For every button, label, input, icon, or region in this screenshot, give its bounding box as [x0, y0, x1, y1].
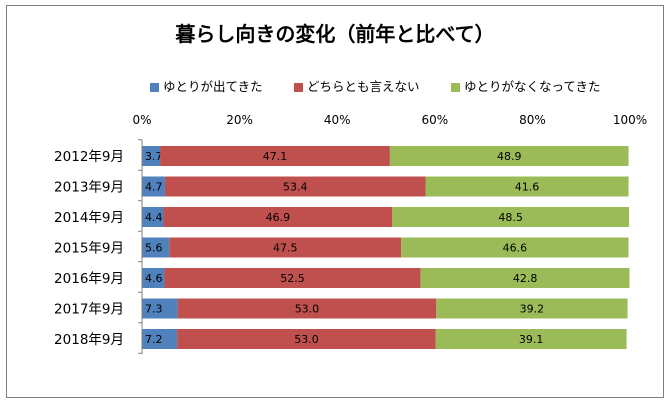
bar-segment — [164, 176, 426, 197]
bar-data-label: 52.5 — [280, 272, 305, 285]
bar-data-label: 47.5 — [273, 242, 298, 255]
chart-title: 暮らし向きの変化（前年と比べて） — [175, 22, 495, 46]
legend-swatch-green — [451, 83, 460, 92]
legend-item-yutori-ga-nakunatte-kita: ゆとりがなくなってきた — [451, 76, 601, 95]
x-tick-label: 20% — [226, 113, 253, 127]
bar-data-label: 4.6 — [145, 272, 163, 285]
legend-swatch-blue — [150, 83, 159, 92]
x-tick-label: 40% — [324, 113, 351, 127]
bar-segment — [164, 268, 421, 288]
axis-lines — [138, 139, 143, 355]
y-category-label: 2012年9月 — [54, 149, 124, 165]
bar-series: 3.7 47.1 48.9 4.7 53.4 41.6 4.4 46.9 48.5 5.6 47.5… — [142, 146, 630, 349]
bar-data-label: 48.5 — [498, 211, 523, 224]
bar-data-label: 5.6 — [145, 242, 163, 255]
bar-segment — [436, 298, 628, 319]
bar-data-label: 47.1 — [263, 150, 288, 163]
bar-segment — [389, 146, 629, 166]
bar-segment — [142, 268, 165, 288]
bar-data-label: 3.7 — [145, 150, 163, 163]
y-category-label: 2018年9月 — [54, 332, 124, 348]
legend-swatch-red — [294, 83, 303, 92]
bar-data-label: 7.3 — [145, 303, 163, 316]
bar-segment — [435, 329, 627, 349]
bar-segment — [142, 329, 178, 349]
bar-data-label: 53.4 — [283, 181, 308, 194]
y-category-label: 2013年9月 — [54, 180, 124, 196]
bar-data-label: 7.2 — [145, 333, 163, 346]
bar-segment — [401, 237, 629, 258]
bar-data-label: 39.1 — [519, 333, 544, 346]
x-tick-label: 100% — [613, 113, 647, 127]
y-category-label: 2017年9月 — [54, 302, 124, 318]
bar-segment — [142, 146, 161, 166]
bar-segment — [177, 298, 437, 319]
bar-segment — [142, 207, 164, 227]
bar-segment — [142, 237, 170, 258]
chart-legend: ゆとりが出てきた どちらとも言えない ゆとりがなくなってきた — [0, 76, 670, 94]
legend-label: ゆとりが出てきた — [163, 79, 263, 94]
bar-segment — [425, 176, 629, 197]
bar-data-label: 42.8 — [513, 272, 538, 285]
bar-segment — [142, 298, 178, 319]
legend-label: どちらとも言えない — [307, 79, 420, 94]
bar-data-label: 4.7 — [145, 181, 163, 194]
bar-data-label: 46.6 — [503, 242, 528, 255]
bar-data-label: 4.4 — [145, 211, 163, 224]
bar-data-label: 39.2 — [520, 303, 545, 316]
x-tick-label: 80% — [519, 113, 546, 127]
bar-data-label: 53.0 — [295, 303, 320, 316]
y-category-label: 2016年9月 — [54, 271, 124, 287]
x-axis-ticks: 0% 20% 40% 60% 80% 100% — [132, 113, 647, 127]
bar-segment — [163, 207, 393, 227]
x-tick-label: 60% — [421, 113, 448, 127]
bar-segment — [142, 176, 165, 197]
bar-segment — [160, 146, 390, 166]
legend-label: ゆとりがなくなってきた — [464, 79, 601, 94]
bar-data-label: 53.0 — [294, 333, 319, 346]
legend-item-yutori-ga-detekita: ゆとりが出てきた — [150, 76, 263, 95]
bar-segment — [420, 268, 630, 288]
bar-data-label: 46.9 — [266, 211, 291, 224]
bar-segment — [392, 207, 630, 227]
bar-data-label: 41.6 — [515, 181, 540, 194]
y-axis-labels: 2012年9月 2013年9月 2014年9月 2015年9月 2016年9月 2017年… — [54, 149, 124, 348]
x-tick-label: 0% — [132, 113, 151, 127]
legend-item-dochira-tomo-ienai: どちらとも言えない — [294, 76, 420, 95]
bar-segment — [177, 329, 436, 349]
y-category-label: 2014年9月 — [54, 210, 124, 226]
bar-segment — [169, 237, 402, 258]
y-category-label: 2015年9月 — [54, 241, 124, 257]
bar-data-label: 48.9 — [497, 150, 522, 163]
